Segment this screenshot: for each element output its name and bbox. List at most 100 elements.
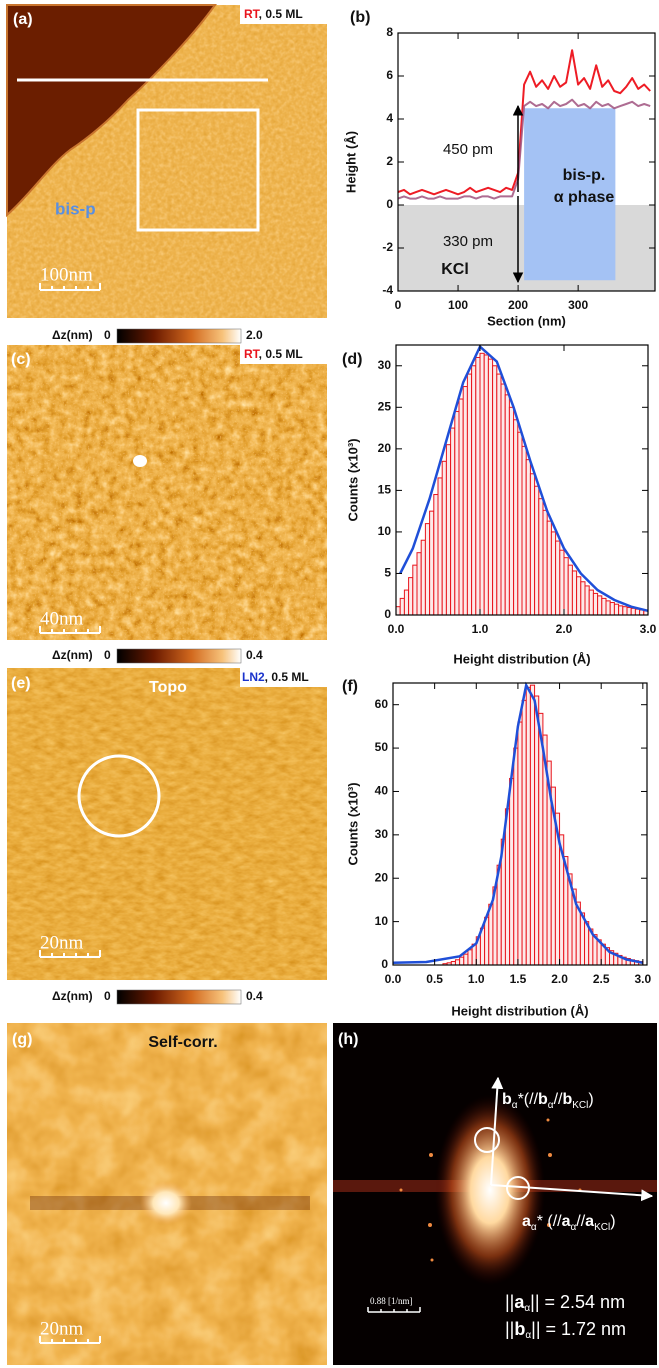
- hist-bar: [429, 510, 435, 616]
- colorbar-c: Δz(nm) 0 0.4: [52, 648, 263, 664]
- label-part: α: [570, 1222, 576, 1233]
- colorbar-e: Δz(nm) 0 0.4: [52, 989, 263, 1005]
- label-part: KCl: [572, 1100, 588, 1111]
- hist-bar: [454, 959, 461, 966]
- hist-bar: [613, 603, 620, 616]
- hist-bar: [433, 494, 439, 616]
- panel-label: (f): [342, 678, 358, 695]
- y-tick-label: 5: [384, 566, 391, 580]
- hist-bar: [546, 520, 552, 616]
- panel-label: (c): [11, 351, 31, 368]
- scale-bar: [39, 283, 101, 291]
- y-tick-label: 6: [386, 68, 393, 82]
- b-label: bα*(//bα//bKCl): [502, 1091, 594, 1111]
- label-part: || = 1.72 nm: [531, 1319, 626, 1339]
- fft-spots: [399, 1118, 582, 1262]
- x-axis-label: Height distribution (Å): [453, 651, 590, 666]
- x-tick-label: 1.0: [472, 622, 489, 636]
- label-part: α: [531, 1222, 537, 1233]
- hist-bar: [555, 540, 561, 616]
- label-part: b: [562, 1091, 572, 1108]
- x-tick-label: 100: [448, 298, 468, 312]
- hist-bar: [509, 777, 515, 966]
- label-part: b: [502, 1091, 512, 1108]
- hist-bar: [592, 592, 599, 616]
- x-tick-label: 0.5: [426, 972, 443, 986]
- hist-bar: [475, 356, 481, 616]
- hist-bar: [529, 473, 536, 616]
- spot-circle: [474, 1127, 500, 1153]
- profile-line: [397, 98, 651, 200]
- y-tick-label: 20: [375, 870, 389, 884]
- a-vector: [490, 1184, 654, 1202]
- b-norm: ||bα|| = 1.72 nm: [505, 1319, 626, 1341]
- hist-bar: [584, 585, 590, 616]
- plot-frame: [392, 682, 648, 966]
- tag-box: [240, 668, 327, 687]
- colorbar-a: Δz(nm) 0 2.0: [52, 328, 263, 344]
- label-part: α: [525, 1330, 531, 1341]
- hist-bar: [588, 589, 594, 616]
- panel-label: (a): [13, 11, 33, 28]
- colorbar-label: Δz(nm): [52, 328, 93, 342]
- region-label: KCl: [441, 261, 469, 278]
- hist-bar: [479, 352, 485, 616]
- label-part: a: [585, 1213, 594, 1230]
- hist-bar: [458, 398, 464, 616]
- label-part: a: [514, 1292, 525, 1312]
- hist-bar: [450, 427, 456, 616]
- y-axis-label: Counts (x10³): [345, 782, 360, 865]
- scale-bar: [367, 1307, 421, 1313]
- hist-bar: [471, 365, 477, 616]
- hist-bar: [437, 477, 443, 616]
- hist-bar: [571, 570, 578, 616]
- hist-bar: [487, 358, 494, 616]
- colorbar-max: 2.0: [246, 328, 263, 342]
- hist-bar: [597, 595, 603, 616]
- label-part: b: [538, 1091, 548, 1108]
- panel-label: (e): [11, 675, 31, 692]
- label-part: b: [514, 1319, 525, 1339]
- hist-bar: [504, 808, 511, 966]
- label-part: a: [562, 1213, 571, 1230]
- tag-part: LN2: [242, 670, 265, 684]
- colorbar-label: Δz(nm): [52, 648, 93, 662]
- hist-bar: [416, 552, 422, 616]
- x-tick-label: 2.5: [593, 972, 610, 986]
- center-peak: [140, 1181, 192, 1225]
- hist-bar: [601, 597, 607, 616]
- panel-h: (h) bα*(//bα//bKCl) aα* (//aα//aKCl) ||a…: [333, 1023, 657, 1365]
- colorbar-max: 0.4: [246, 648, 263, 662]
- fft-center: [435, 1095, 545, 1285]
- y-tick-label: 40: [375, 784, 389, 798]
- tag-box: [240, 5, 327, 24]
- x-tick-label: 200: [508, 298, 528, 312]
- hist-bar: [634, 608, 641, 616]
- hist-bar: [445, 444, 452, 616]
- hist-bar: [462, 386, 468, 616]
- colorbar-min: 0: [104, 648, 111, 662]
- y-tick-label: -4: [382, 283, 393, 297]
- x-tick-label: 2.0: [551, 972, 568, 986]
- annotation: 450 pm: [443, 141, 493, 158]
- y-tick-label: 10: [378, 524, 392, 538]
- colorbar-min: 0: [104, 328, 111, 342]
- label-part: //: [576, 1213, 585, 1230]
- tag: RT, 0.5 ML: [244, 7, 303, 21]
- hist-bar: [508, 406, 515, 616]
- x-axis-label: Section (nm): [487, 313, 566, 328]
- panel-a: (a) RT, 0.5 ML bis-p 100nm: [6, 4, 327, 318]
- y-tick-label: 0: [381, 957, 388, 971]
- hist-bar: [630, 607, 636, 616]
- panel-e: (e) Topo LN2, 0.5 ML 20nm: [7, 668, 327, 980]
- annotation: 330 pm: [443, 233, 493, 250]
- b-vector: [490, 1076, 504, 1186]
- y-tick-label: 15: [378, 483, 392, 497]
- colorbar: [116, 989, 242, 1005]
- hist-bar: [580, 581, 586, 616]
- hist-bar: [496, 373, 502, 616]
- scale-bar: [39, 626, 101, 634]
- hist-bar: [609, 602, 615, 616]
- tag-part: RT: [244, 7, 261, 21]
- panel-label: (b): [350, 9, 370, 26]
